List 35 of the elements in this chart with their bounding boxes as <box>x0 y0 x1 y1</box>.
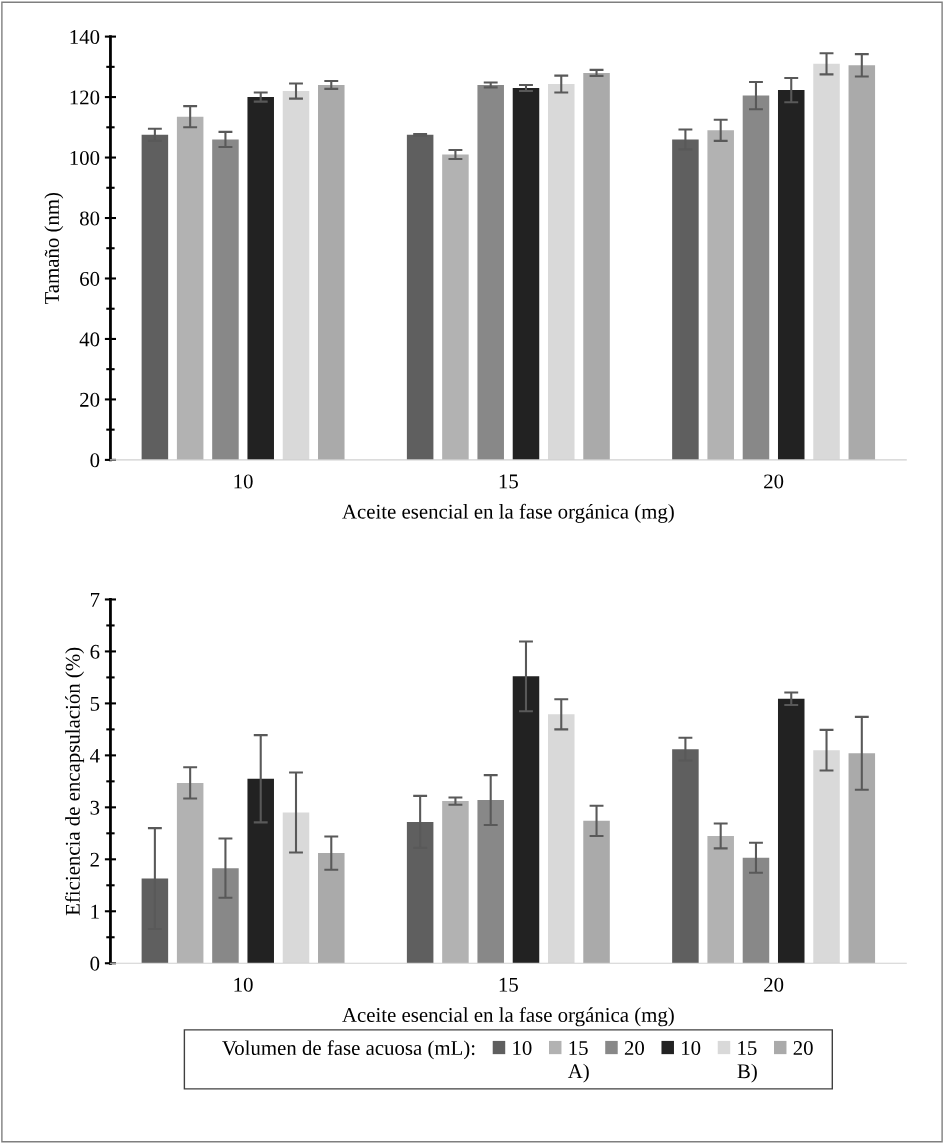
y-tick-label: 3 <box>90 800 100 815</box>
text: B) <box>737 1063 757 1083</box>
x-tick-label: 20 <box>764 474 784 489</box>
x-tick-label: 10 <box>234 474 253 489</box>
y-tick-label: 40 <box>79 332 100 347</box>
legend-label: 10 <box>513 1041 532 1056</box>
y-axis-title: Tamaño (nm) <box>44 192 64 305</box>
y-tick-label: 7 <box>90 593 100 607</box>
y-tick-label: 80 <box>79 211 100 226</box>
y-tick-label: 120 <box>70 90 100 105</box>
legend-label: 10 <box>682 1041 701 1056</box>
x-tick-label: 15 <box>499 474 518 489</box>
y-tick-label: 0 <box>90 453 100 468</box>
legend-label: 15 <box>738 1041 757 1056</box>
x-axis-title: Aceite esencial en la fase orgánica (mg) <box>342 503 674 523</box>
y-tick-label: 100 <box>70 150 100 165</box>
x-tick-label: 10 <box>234 977 253 992</box>
y-tick-label: 20 <box>80 392 100 407</box>
y-tick-label: 1 <box>91 904 99 919</box>
y-tick-label: 0 <box>90 956 100 971</box>
legend-label: 20 <box>793 1041 813 1056</box>
y-tick-label: 2 <box>90 852 99 867</box>
x-tick-label: 20 <box>764 977 784 992</box>
x-axis-title: Aceite esencial en la fase orgánica (mg) <box>342 1007 674 1027</box>
y-axis-title: Eficiencia de encapsulación (%) <box>64 647 85 916</box>
y-tick-label: 60 <box>80 271 100 286</box>
y-tick-label: 4 <box>90 748 100 763</box>
x-tick-label: 15 <box>499 977 518 992</box>
y-tick-label: 6 <box>90 644 100 659</box>
y-tick-label: 140 <box>70 29 100 45</box>
legend-title: Volumen de fase acuosa (mL): <box>222 1040 475 1060</box>
legend-label: 15 <box>569 1041 588 1056</box>
legend-label: 20 <box>624 1041 645 1056</box>
y-tick-label: 5 <box>90 696 100 711</box>
text: A) <box>567 1063 589 1083</box>
